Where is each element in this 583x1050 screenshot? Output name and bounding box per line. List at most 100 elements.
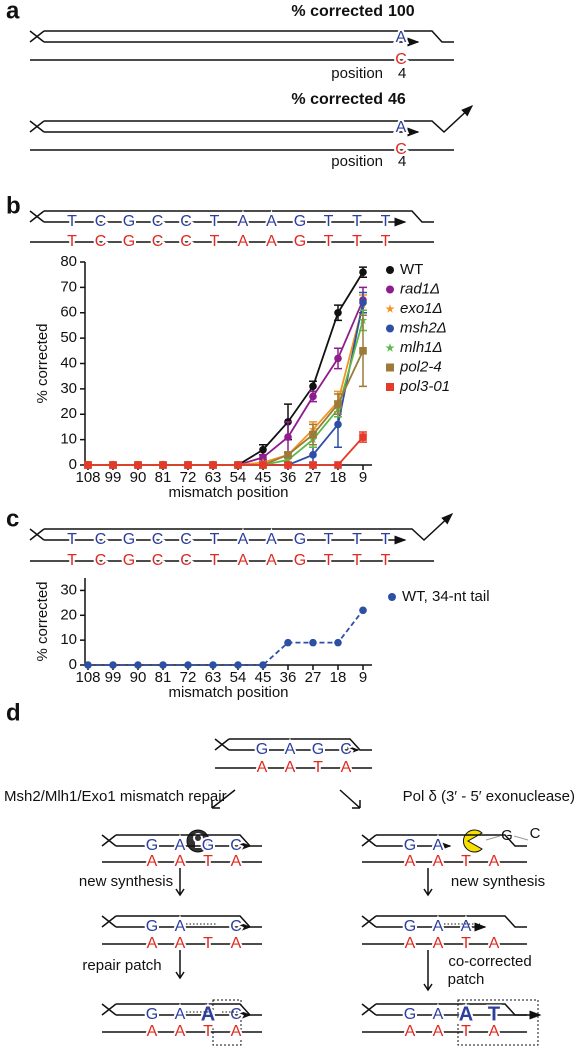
legend-marker [386,266,394,274]
point [209,461,217,469]
x-tick-label: 45 [255,469,272,486]
base: C [95,233,107,250]
x-tick-label: 36 [280,669,297,686]
x-tick-label: 108 [75,469,100,486]
base: G [294,552,306,569]
base: C [180,531,192,548]
base: A [433,935,444,952]
base: C [152,552,164,569]
point [134,661,142,669]
strand [214,738,230,751]
y-tick-label: 80 [60,253,77,270]
percent: 46 [388,91,406,108]
title: Msh2/Mlh1/Exo1 mismatch repair [4,788,227,805]
strand [101,1003,117,1016]
point [334,400,342,408]
point [84,661,92,669]
step-label: co-corrected [448,953,531,970]
base: A [238,531,249,548]
strand [29,30,45,43]
base: G [404,918,416,935]
base: G [312,741,324,758]
strand [116,834,262,847]
point [359,433,367,441]
base: A [175,918,186,935]
y-tick-label: 70 [60,278,77,295]
base: A [285,759,296,776]
step-label: repair patch [82,957,161,974]
x-tick-label: 27 [305,669,322,686]
point [334,354,342,363]
base: A [433,1023,444,1040]
base: T [381,213,391,230]
base: A [175,935,186,952]
arrow [175,868,185,897]
x-tick-label: 18 [330,669,347,686]
point [359,347,367,355]
position-label: position [331,65,383,82]
base: G [123,213,135,230]
base: A [459,1003,473,1025]
legend-marker [385,304,395,313]
strand [44,30,454,43]
point [359,268,367,276]
heading: % corrected [291,3,383,20]
base: T [210,233,220,250]
percent: 100 [388,3,415,20]
x-tick-label: 9 [359,469,367,486]
x-tick-label: 54 [230,669,247,686]
x-tick-label: 54 [230,469,247,486]
legend-marker [385,343,395,352]
arrow [211,789,236,809]
heading: % corrected [291,91,383,108]
strand [361,915,377,928]
y-axis-label: % corrected [34,581,51,661]
base: C [152,233,164,250]
base: A [175,1006,186,1023]
x-axis-label: mismatch position [168,684,288,701]
series-line [88,609,364,666]
base: G [123,531,135,548]
y-tick-label: 10 [60,631,77,648]
base: T [324,233,334,250]
legend-label: WT, 34-nt tail [402,588,490,605]
base: A [433,1006,444,1023]
point [334,308,342,317]
base: T [352,213,362,230]
base: T [203,935,213,952]
strand [44,210,434,223]
arrow [423,950,433,992]
base: T [324,531,334,548]
arrow [339,789,361,809]
base: A [266,213,277,230]
base: T [381,552,391,569]
y-tick-label: 20 [60,405,77,422]
strand [101,834,117,847]
panel-label: c [6,505,19,532]
base: A [175,853,186,870]
base: G [294,233,306,250]
point [284,638,292,647]
base: T [67,531,77,548]
base: A [238,552,249,569]
y-tick-label: 0 [69,456,77,473]
legend-label: mlh1Δ [400,339,443,356]
base: C [230,918,242,935]
point [259,461,267,469]
base: T [324,552,334,569]
base: A [175,837,186,854]
strand [44,104,474,134]
pacman-icon [463,829,483,853]
point [309,382,317,391]
strand [376,915,527,928]
base: T [381,233,391,250]
patch-box [212,999,242,1046]
legend-label: pol3-01 [399,378,450,395]
strand [361,834,377,847]
strand [376,834,527,847]
point [234,461,242,469]
y-tick-label: 30 [60,380,77,397]
base: A [147,935,158,952]
base: T [67,552,77,569]
point [334,638,342,647]
